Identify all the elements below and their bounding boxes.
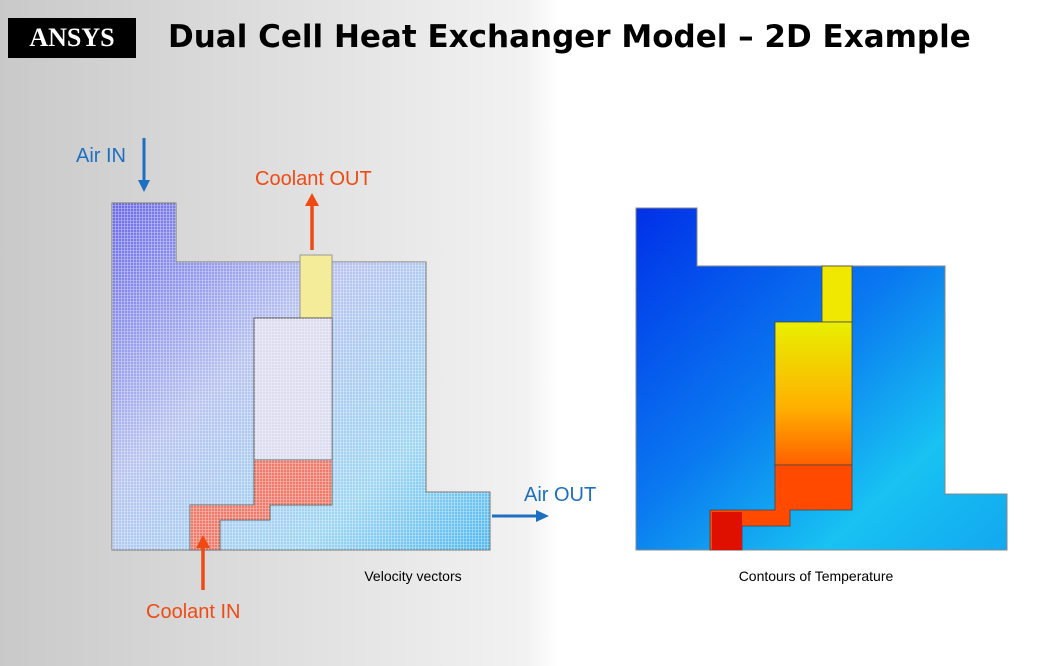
coolant-out-label: Coolant OUT <box>255 168 372 190</box>
coolant-vectors <box>190 460 332 550</box>
cell-hot <box>774 321 853 466</box>
coolant-out-arrowhead <box>305 193 319 206</box>
velocity-figure <box>111 202 491 551</box>
coolant-in-label: Coolant IN <box>146 601 241 623</box>
air-out-arrowhead <box>536 510 549 522</box>
logo-box <box>8 18 136 58</box>
right-caption: Contours of Temperature <box>739 568 894 584</box>
outlet-hot <box>821 265 853 323</box>
slide-title: Dual Cell Heat Exchanger Model – 2D Exam… <box>168 19 971 55</box>
air-out-label: Air OUT <box>524 484 596 506</box>
logo: ANSYS <box>29 23 114 52</box>
coolant-inlet-hot <box>712 512 742 550</box>
temperature-figure <box>635 207 1008 551</box>
coolant-in-arrowhead <box>196 535 210 548</box>
left-caption: Velocity vectors <box>364 568 461 584</box>
air-in-label: Air IN <box>76 145 126 167</box>
cell-vectors <box>254 318 332 460</box>
air-in-arrowhead <box>138 180 150 192</box>
coolant-outlet <box>299 254 333 319</box>
